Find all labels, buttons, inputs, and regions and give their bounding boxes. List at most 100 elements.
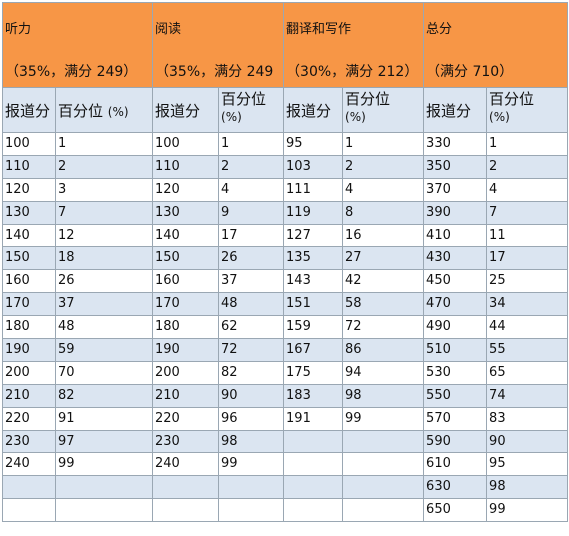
percentile-cell: 96 — [218, 406, 285, 431]
section-header-listening: 听力 （35%，满分 249） — [1, 2, 154, 88]
percentile-cell: 4 — [486, 177, 569, 202]
percentile-cell: 11 — [486, 223, 569, 248]
section-header-total: 总分 （满分 710） — [423, 2, 569, 88]
column-header-score: 报道分 — [283, 87, 344, 133]
score-cell: 210 — [152, 383, 220, 408]
table-row: 220 91 220 96 191 99 570 83 — [2, 406, 569, 431]
score-cell: 95 — [283, 132, 344, 156]
table-row: 210 82 210 90 183 98 550 74 — [2, 383, 569, 408]
percentile-cell: 58 — [342, 292, 425, 317]
percentile-cell: 97 — [54, 429, 154, 454]
score-cell: 200 — [2, 360, 56, 385]
score-cell: 210 — [2, 383, 56, 408]
score-cell: 450 — [423, 269, 488, 294]
percent-unit: (%) — [489, 110, 510, 124]
score-cell — [2, 475, 56, 500]
percentile-cell: 86 — [342, 338, 425, 362]
score-cell — [152, 498, 220, 523]
score-percentile-table: 听力 （35%，满分 249） 阅读 （35%，满分 249 翻译和写作 （30… — [1, 2, 569, 523]
score-cell — [283, 498, 344, 523]
score-cell: 200 — [152, 360, 220, 385]
percentile-cell: 2 — [54, 154, 154, 179]
score-cell: 470 — [423, 292, 488, 317]
percentile-cell: 37 — [218, 269, 285, 294]
percent-unit: (%) — [345, 110, 366, 124]
percentile-cell — [54, 475, 154, 500]
percentile-cell: 34 — [486, 292, 569, 317]
percentile-cell: 2 — [342, 154, 425, 179]
percentile-cell: 95 — [486, 452, 569, 477]
section-subtitle: （35%，满分 249 — [155, 64, 274, 80]
column-header-percentile: 百分位 (%) — [54, 87, 154, 133]
percentile-cell: 27 — [342, 246, 425, 271]
score-cell: 119 — [283, 200, 344, 225]
percentile-cell: 98 — [218, 429, 285, 454]
score-cell: 130 — [2, 200, 56, 225]
percentile-cell: 62 — [218, 315, 285, 340]
percentile-cell: 1 — [486, 132, 569, 156]
percentile-label: 百分位 — [345, 90, 391, 108]
score-cell: 240 — [2, 452, 56, 477]
percentile-cell: 7 — [54, 200, 154, 225]
percentile-cell: 26 — [218, 246, 285, 271]
percentile-cell: 48 — [54, 315, 154, 340]
percentile-cell: 99 — [54, 452, 154, 477]
table-row: 240 99 240 99 610 95 — [2, 452, 569, 477]
percentile-cell: 99 — [486, 498, 569, 523]
score-cell: 530 — [423, 360, 488, 385]
section-title: 翻译和写作 — [286, 22, 352, 37]
percentile-cell: 12 — [54, 223, 154, 248]
section-title: 总分 — [426, 22, 453, 37]
percentile-cell — [342, 452, 425, 477]
percentile-cell: 1 — [218, 132, 285, 156]
column-header-percentile: 百分位 (%) — [218, 87, 285, 133]
table-row: 150 18 150 26 135 27 430 17 — [2, 246, 569, 271]
column-header-score: 报道分 — [152, 87, 220, 133]
score-cell: 159 — [283, 315, 344, 340]
column-header-percentile: 百分位 (%) — [342, 87, 425, 133]
score-cell: 390 — [423, 200, 488, 225]
score-cell: 190 — [152, 338, 220, 362]
percentile-cell: 99 — [218, 452, 285, 477]
table-row: 190 59 190 72 167 86 510 55 — [2, 338, 569, 362]
section-subtitle: （30%，满分 212） — [286, 64, 419, 80]
percentile-cell: 90 — [486, 429, 569, 454]
percentile-cell: 82 — [218, 360, 285, 385]
score-cell: 150 — [2, 246, 56, 271]
percentile-cell: 74 — [486, 383, 569, 408]
score-cell: 240 — [152, 452, 220, 477]
percentile-cell: 37 — [54, 292, 154, 317]
percentile-cell: 17 — [486, 246, 569, 271]
score-cell: 100 — [2, 132, 56, 156]
table-row: 180 48 180 62 159 72 490 44 — [2, 315, 569, 340]
score-cell: 370 — [423, 177, 488, 202]
percent-unit: (%) — [221, 110, 242, 124]
percentile-cell: 4 — [218, 177, 285, 202]
table-row: 230 97 230 98 590 90 — [2, 429, 569, 454]
percentile-cell: 82 — [54, 383, 154, 408]
score-cell: 111 — [283, 177, 344, 202]
score-cell: 160 — [2, 269, 56, 294]
percentile-cell: 91 — [54, 406, 154, 431]
section-title: 听力 — [5, 22, 32, 37]
percentile-cell: 98 — [486, 475, 569, 500]
percentile-cell: 3 — [54, 177, 154, 202]
score-cell: 550 — [423, 383, 488, 408]
score-cell: 135 — [283, 246, 344, 271]
percentile-cell: 42 — [342, 269, 425, 294]
score-cell: 180 — [2, 315, 56, 340]
score-cell: 570 — [423, 406, 488, 431]
percentile-label: 百分位 — [58, 101, 104, 120]
table-row: 130 7 130 9 119 8 390 7 — [2, 200, 569, 225]
table-row: 170 37 170 48 151 58 470 34 — [2, 292, 569, 317]
percentile-cell: 26 — [54, 269, 154, 294]
section-subtitle: （35%，满分 249） — [5, 64, 138, 80]
percentile-cell — [54, 498, 154, 523]
percentile-cell: 72 — [342, 315, 425, 340]
column-header-score: 报道分 — [2, 87, 56, 133]
score-cell: 330 — [423, 132, 488, 156]
percentile-cell — [218, 498, 285, 523]
section-header-row: 听力 （35%，满分 249） 阅读 （35%，满分 249 翻译和写作 （30… — [1, 2, 569, 88]
score-cell: 110 — [2, 154, 56, 179]
score-cell: 170 — [2, 292, 56, 317]
